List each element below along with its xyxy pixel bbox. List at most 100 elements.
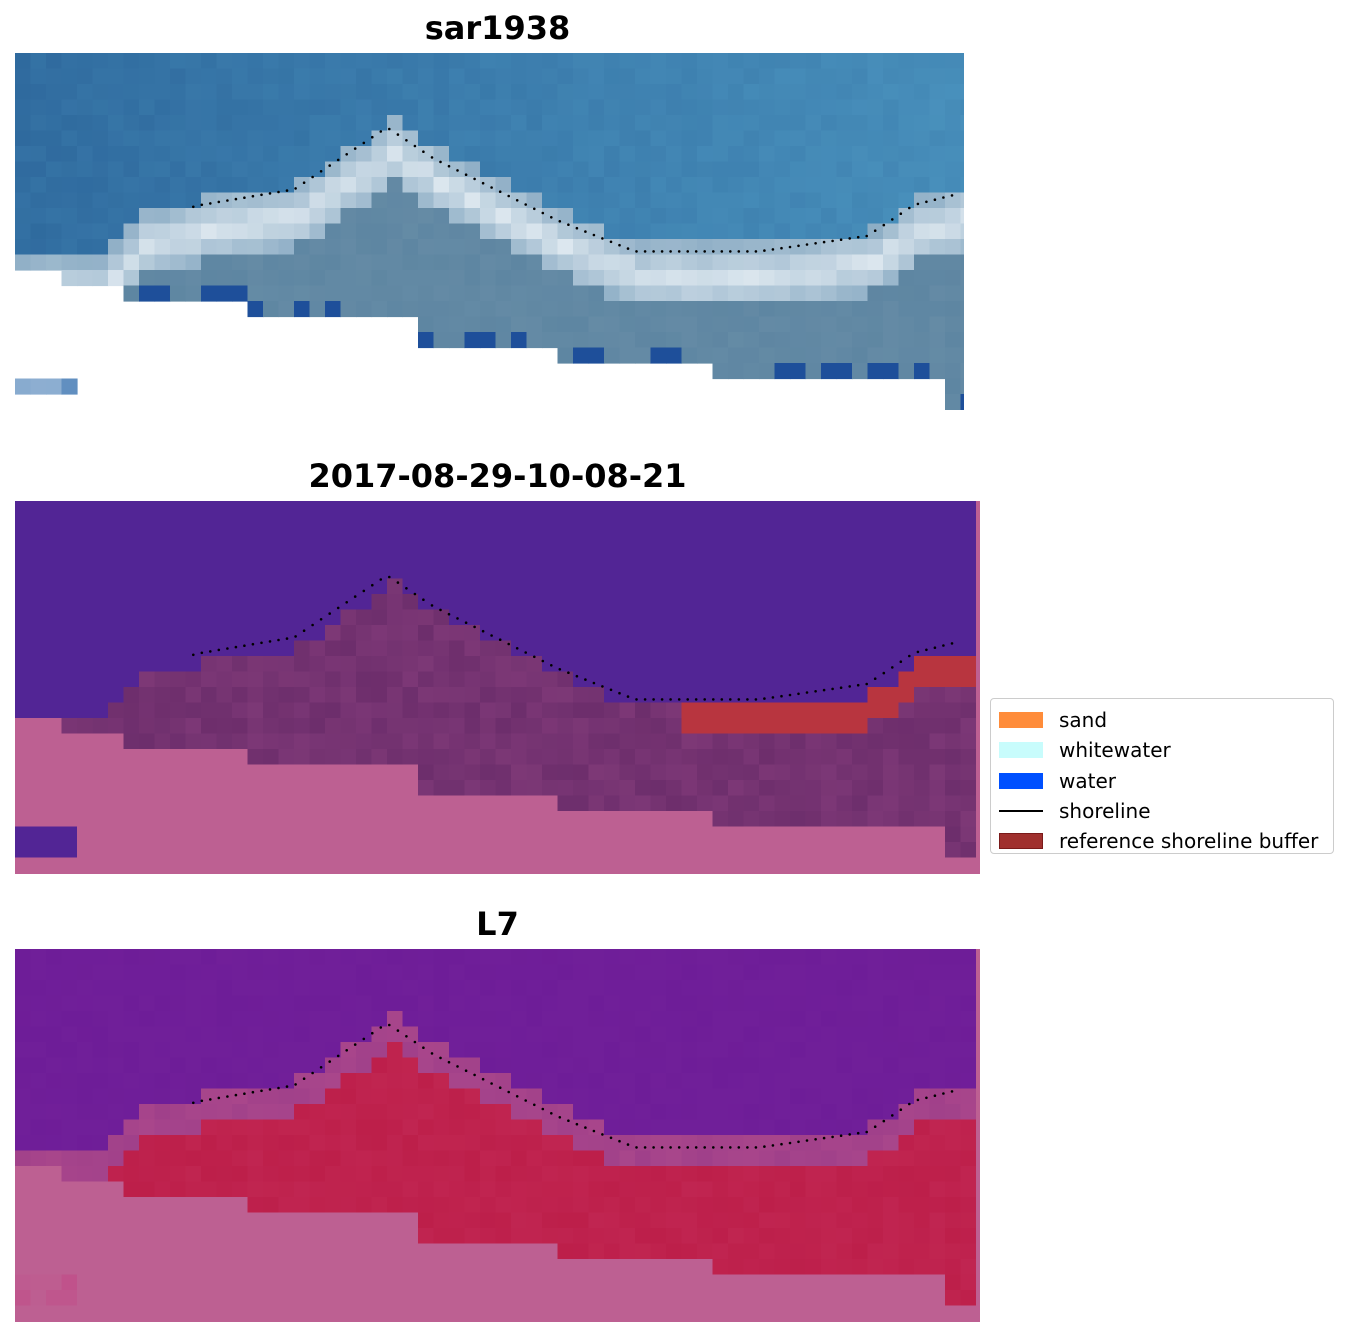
image-pixel — [821, 239, 838, 256]
image-pixel — [619, 68, 636, 85]
image-pixel — [371, 1135, 388, 1152]
image-pixel — [805, 130, 822, 147]
image-pixel — [836, 99, 853, 116]
image-pixel — [371, 1166, 388, 1183]
image-pixel — [123, 1274, 140, 1291]
image-pixel — [108, 270, 125, 287]
image-pixel — [294, 1212, 311, 1229]
image-pixel — [170, 1011, 187, 1028]
image-pixel — [759, 980, 776, 997]
image-pixel — [61, 1088, 78, 1105]
image-pixel — [15, 795, 32, 812]
image-pixel — [697, 780, 714, 797]
image-pixel — [309, 1274, 326, 1291]
image-pixel — [681, 1197, 698, 1214]
image-pixel — [929, 1259, 946, 1276]
image-pixel — [418, 1026, 435, 1043]
image-pixel — [805, 516, 822, 533]
image-pixel — [356, 995, 373, 1012]
image-pixel — [201, 1104, 218, 1121]
image-pixel — [914, 1057, 931, 1074]
image-pixel — [526, 842, 543, 859]
image-pixel — [852, 347, 869, 364]
image-pixel — [635, 501, 652, 518]
image-pixel — [278, 1197, 295, 1214]
image-pixel — [681, 192, 698, 209]
image-pixel — [836, 995, 853, 1012]
image-pixel — [294, 1181, 311, 1198]
image-pixel — [480, 687, 497, 704]
image-pixel — [898, 1274, 915, 1291]
image-pixel — [185, 516, 202, 533]
shoreline-point — [908, 206, 911, 210]
image-pixel — [852, 1290, 869, 1307]
image-pixel — [898, 516, 915, 533]
image-pixel — [433, 1119, 450, 1136]
image-pixel — [852, 1088, 869, 1105]
image-pixel — [309, 594, 326, 611]
image-pixel — [743, 764, 760, 781]
image-pixel — [836, 285, 853, 302]
image-pixel — [712, 1104, 729, 1121]
image-pixel — [247, 811, 264, 828]
image-pixel — [697, 301, 714, 318]
image-pixel — [464, 532, 481, 549]
image-pixel — [759, 842, 776, 859]
image-pixel — [697, 1057, 714, 1074]
image-pixel — [650, 316, 667, 333]
image-pixel — [449, 1073, 466, 1090]
image-pixel — [712, 1166, 729, 1183]
image-pixel — [557, 687, 574, 704]
shoreline-point — [447, 164, 451, 168]
image-pixel — [108, 811, 125, 828]
image-pixel — [247, 671, 264, 688]
image-pixel — [15, 749, 32, 766]
image-pixel — [480, 547, 497, 564]
image-pixel — [433, 99, 450, 116]
image-pixel — [418, 146, 435, 163]
image-pixel — [185, 826, 202, 843]
image-pixel — [294, 1150, 311, 1167]
image-pixel — [263, 702, 280, 719]
image-pixel — [77, 1197, 94, 1214]
image-pixel — [743, 501, 760, 518]
shoreline-point — [660, 250, 664, 253]
reference-buffer-swatch — [999, 833, 1043, 850]
shoreline-point — [660, 698, 664, 701]
image-pixel — [371, 1026, 388, 1043]
image-pixel — [604, 1228, 621, 1245]
image-pixel — [325, 239, 342, 256]
shoreline-point — [626, 1143, 630, 1146]
image-pixel — [464, 826, 481, 843]
image-pixel — [805, 995, 822, 1012]
image-pixel — [480, 239, 497, 256]
image-pixel — [263, 640, 280, 657]
image-pixel — [232, 223, 249, 240]
image-pixel — [30, 687, 47, 704]
image-pixel — [573, 1057, 590, 1074]
image-pixel — [712, 764, 729, 781]
image-pixel — [15, 594, 32, 611]
image-pixel — [340, 594, 357, 611]
image-pixel — [898, 1135, 915, 1152]
image-pixel — [495, 1259, 512, 1276]
image-pixel — [526, 99, 543, 116]
image-pixel — [216, 1073, 233, 1090]
image-pixel — [402, 1026, 419, 1043]
image-pixel — [325, 578, 342, 595]
image-pixel — [960, 115, 964, 132]
image-pixel — [92, 1243, 109, 1260]
image-pixel — [356, 1119, 373, 1136]
shoreline-point — [643, 1146, 647, 1149]
image-pixel — [588, 285, 605, 302]
image-pixel — [728, 1135, 745, 1152]
image-pixel — [511, 1042, 528, 1059]
image-pixel — [294, 949, 311, 966]
image-pixel — [883, 811, 900, 828]
image-pixel — [325, 1290, 342, 1307]
image-pixel — [774, 640, 791, 657]
image-pixel — [867, 687, 884, 704]
image-pixel — [557, 1274, 574, 1291]
image-pixel — [635, 1228, 652, 1245]
image-pixel — [650, 1197, 667, 1214]
